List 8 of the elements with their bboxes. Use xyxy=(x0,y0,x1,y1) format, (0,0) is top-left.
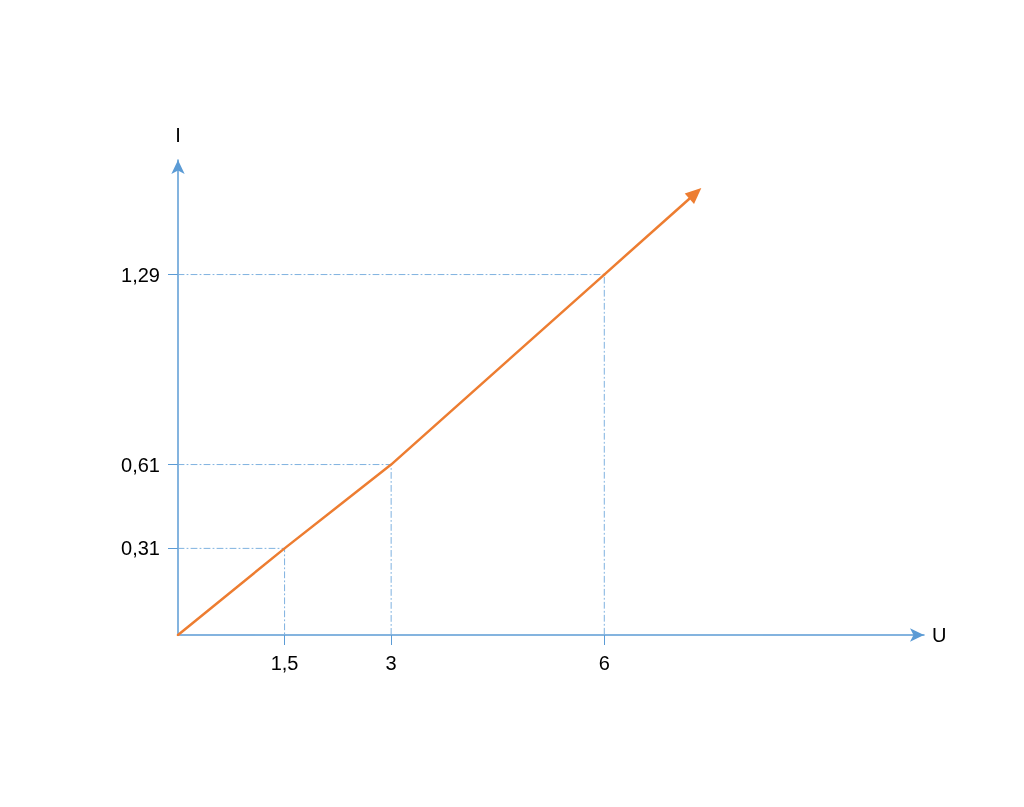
x-tick-label: 6 xyxy=(598,652,610,674)
y-tick-label: 0,61 xyxy=(121,453,160,476)
x-tick-label: 3 xyxy=(385,652,397,674)
y-tick-label: 0,31 xyxy=(121,537,160,560)
x-axis-title: U xyxy=(932,624,947,646)
y-axis-title: I xyxy=(175,124,181,146)
x-tick-label: 1,5 xyxy=(270,652,299,674)
y-tick-label: 1,29 xyxy=(121,263,160,286)
